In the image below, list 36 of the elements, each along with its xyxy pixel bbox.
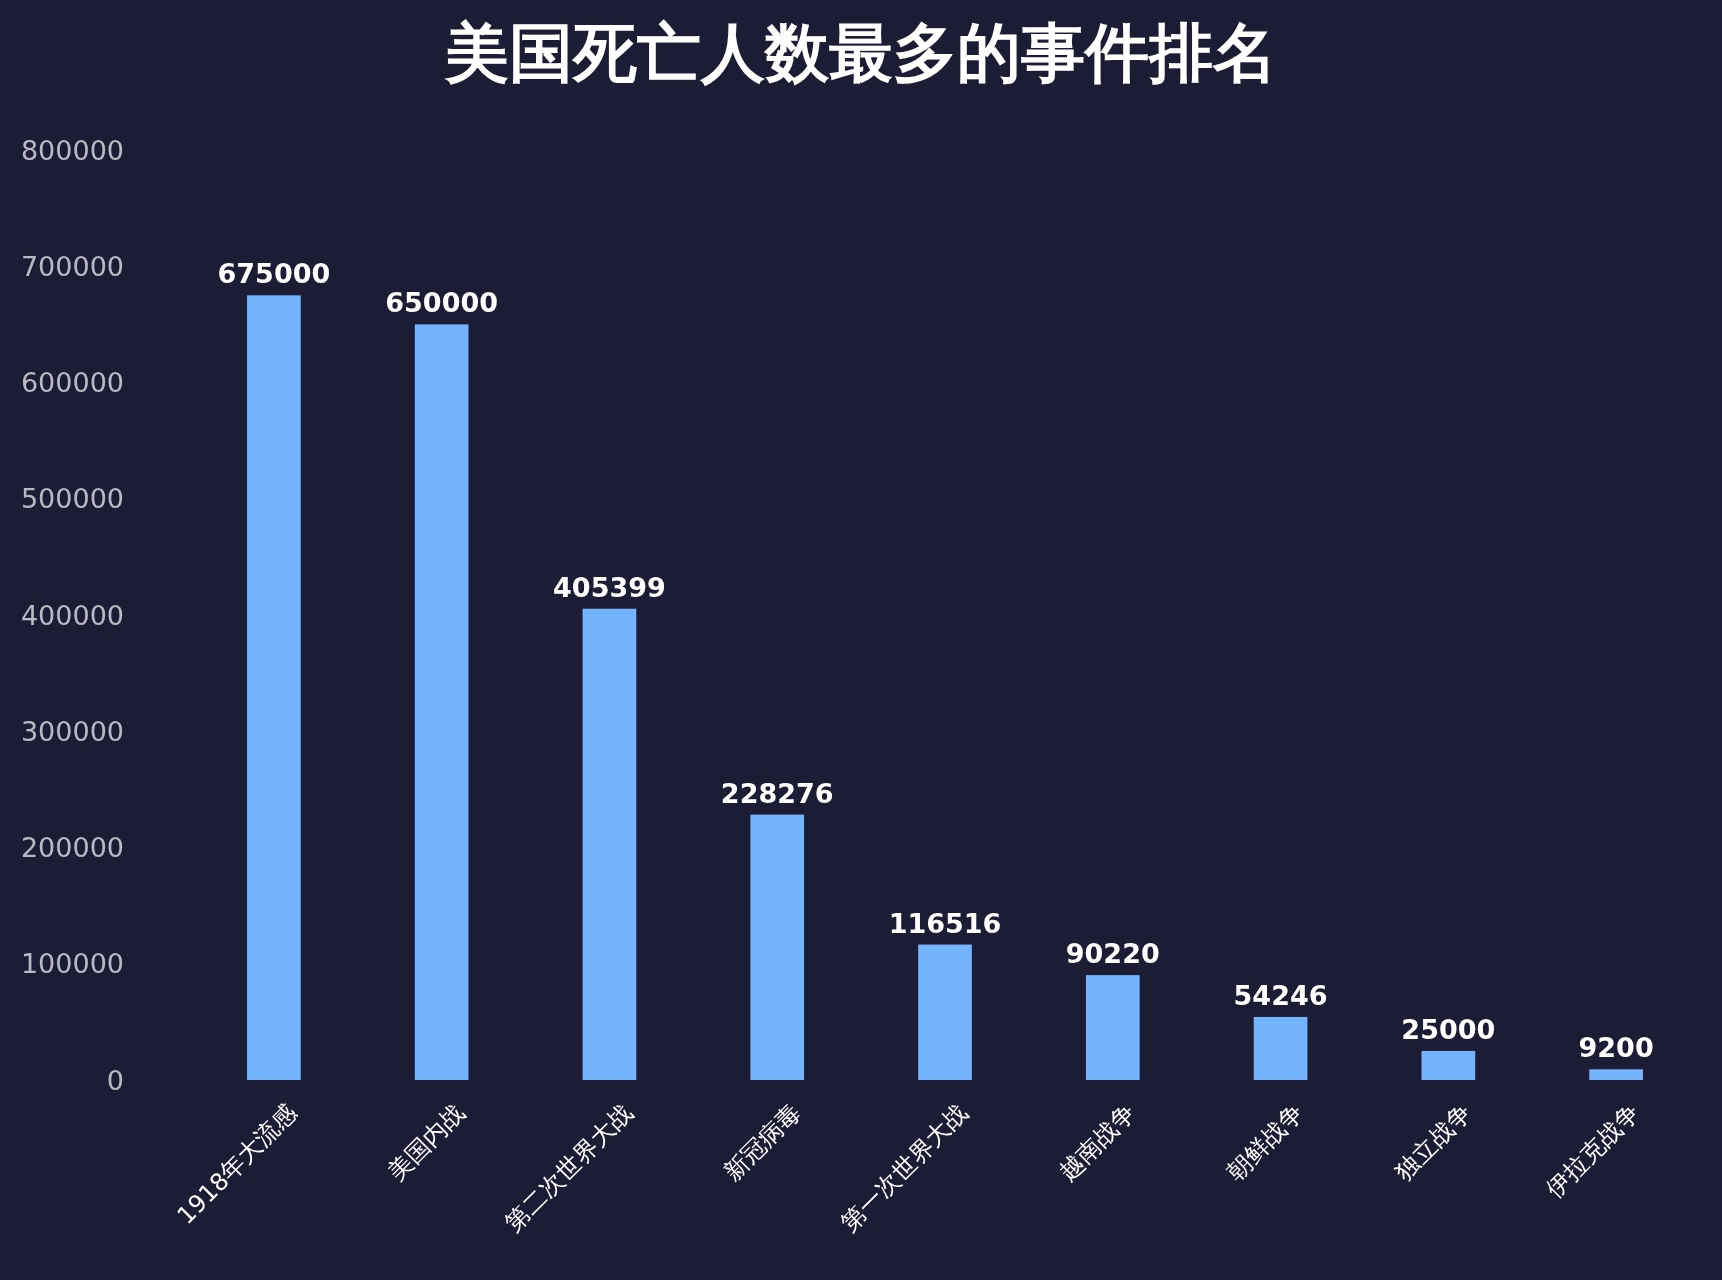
bar <box>918 944 972 1080</box>
bar <box>582 608 637 1080</box>
y-tick-label: 600000 <box>20 367 124 398</box>
bar <box>1589 1069 1643 1080</box>
x-tick-label: 美国内战 <box>382 1098 471 1187</box>
x-tick-label: 独立战争 <box>1389 1098 1478 1187</box>
bar <box>750 814 805 1080</box>
y-tick-label: 700000 <box>20 250 124 282</box>
x-tick-label: 新冠病毒 <box>718 1098 806 1187</box>
data-label: 9200 <box>1578 1032 1654 1064</box>
x-tick-label: 越南战争 <box>1053 1098 1142 1187</box>
bar <box>1253 1016 1308 1080</box>
data-label: 228276 <box>720 777 834 809</box>
data-label: 25000 <box>1401 1013 1496 1045</box>
x-tick-label: 第一次世界大战 <box>835 1098 974 1238</box>
x-tick-label: 朝鲜战争 <box>1221 1098 1310 1187</box>
y-tick-label: 0 <box>106 1064 124 1096</box>
y-tick-label: 500000 <box>20 483 124 515</box>
y-tick-label: 300000 <box>20 715 124 747</box>
y-tick-label: 400000 <box>20 599 124 631</box>
x-tick-label: 伊拉克战争 <box>1540 1098 1645 1204</box>
y-tick-label: 100000 <box>20 948 124 980</box>
data-label: 675000 <box>217 258 331 290</box>
y-tick-label: 200000 <box>20 832 124 863</box>
bar <box>1085 975 1140 1080</box>
bar <box>414 324 469 1080</box>
chart-title: 美国死亡人数最多的事件排名 <box>444 16 1277 90</box>
data-label: 650000 <box>385 287 499 319</box>
x-tick-label: 第二次世界大战 <box>499 1098 639 1238</box>
data-label: 405399 <box>553 571 666 603</box>
y-tick-label: 800000 <box>20 134 124 166</box>
bar <box>1421 1050 1476 1080</box>
data-label: 90220 <box>1065 938 1160 970</box>
bar <box>247 295 301 1080</box>
data-label: 116516 <box>888 907 1002 939</box>
data-label: 54246 <box>1233 979 1328 1011</box>
